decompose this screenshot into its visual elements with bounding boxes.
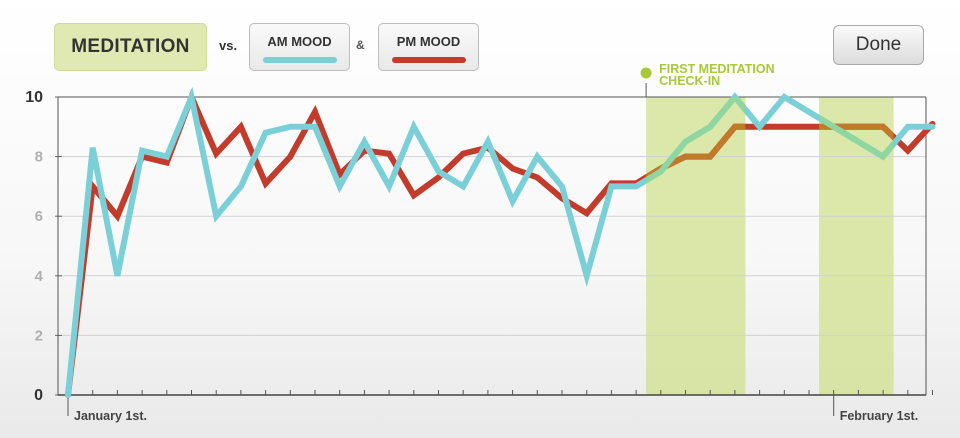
annotation-dot [640,67,652,79]
y-tick-label: 2 [35,327,43,344]
meditation-overlap [646,97,894,395]
meditation-band [819,97,894,395]
y-tick-label: 0 [34,387,43,404]
y-tick-label: 4 [35,268,44,285]
annotation-label: FIRST MEDITATION [659,62,775,76]
am-mood-swatch [262,57,337,63]
x-label: February 1st. [840,409,919,423]
meditation-legend-pill[interactable]: MEDITATION [54,23,207,71]
pm-mood-line [65,89,936,398]
y-tick-label: 10 [25,89,43,106]
vs-label: vs. [219,38,238,53]
pm-mood-swatch [391,57,466,63]
pm-mood-legend-pill[interactable]: PM MOOD [378,23,479,71]
annotation-label: CHECK-IN [659,74,720,88]
done-button[interactable]: Done [833,25,924,65]
y-tick-label: 8 [35,149,43,166]
am-mood-line [65,86,936,398]
pm-mood-label: PM MOOD [396,34,461,49]
meditation-band [646,97,746,395]
x-label: January 1st. [74,409,147,423]
am-mood-legend-pill[interactable]: AM MOOD [249,23,350,71]
overlap-line [646,97,894,395]
overlap-line [646,97,894,395]
ampersand-label: & [356,38,365,52]
y-tick-label: 6 [35,208,43,225]
am-mood-label: AM MOOD [267,34,332,49]
